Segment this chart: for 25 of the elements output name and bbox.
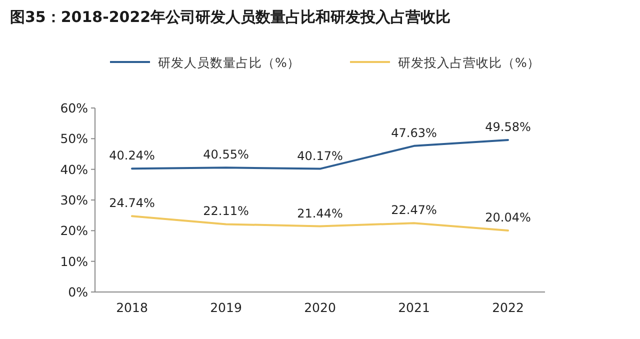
legend-label: 研发投入占营收比（%） bbox=[398, 55, 540, 70]
data-label: 49.58% bbox=[485, 120, 531, 134]
y-tick-label: 10% bbox=[60, 254, 88, 269]
data-label: 24.74% bbox=[109, 196, 155, 210]
data-label: 20.04% bbox=[485, 210, 531, 225]
legend-label: 研发人员数量占比（%） bbox=[158, 55, 300, 70]
y-tick-label: 20% bbox=[60, 223, 88, 238]
y-tick-label: 30% bbox=[60, 192, 88, 208]
x-tick-label: 2022 bbox=[492, 300, 524, 315]
x-tick-label: 2021 bbox=[398, 300, 430, 315]
x-tick-label: 2019 bbox=[210, 300, 242, 315]
y-tick-label: 60% bbox=[60, 100, 88, 116]
y-tick-label: 50% bbox=[60, 131, 88, 146]
data-label: 40.55% bbox=[203, 148, 249, 162]
y-tick-label: 40% bbox=[60, 162, 88, 177]
y-tick-label: 0% bbox=[68, 284, 88, 300]
x-tick-label: 2020 bbox=[304, 300, 336, 315]
data-label: 40.17% bbox=[297, 148, 343, 163]
data-label: 22.47% bbox=[391, 203, 437, 218]
data-label: 47.63% bbox=[391, 126, 437, 140]
x-tick-label: 2018 bbox=[116, 300, 148, 315]
chart-title: 图35：2018-2022年公司研发人员数量占比和研发投入占营收比 bbox=[10, 8, 451, 26]
data-label: 22.11% bbox=[203, 204, 249, 218]
data-label: 21.44% bbox=[297, 206, 343, 220]
data-label: 40.24% bbox=[109, 148, 155, 163]
